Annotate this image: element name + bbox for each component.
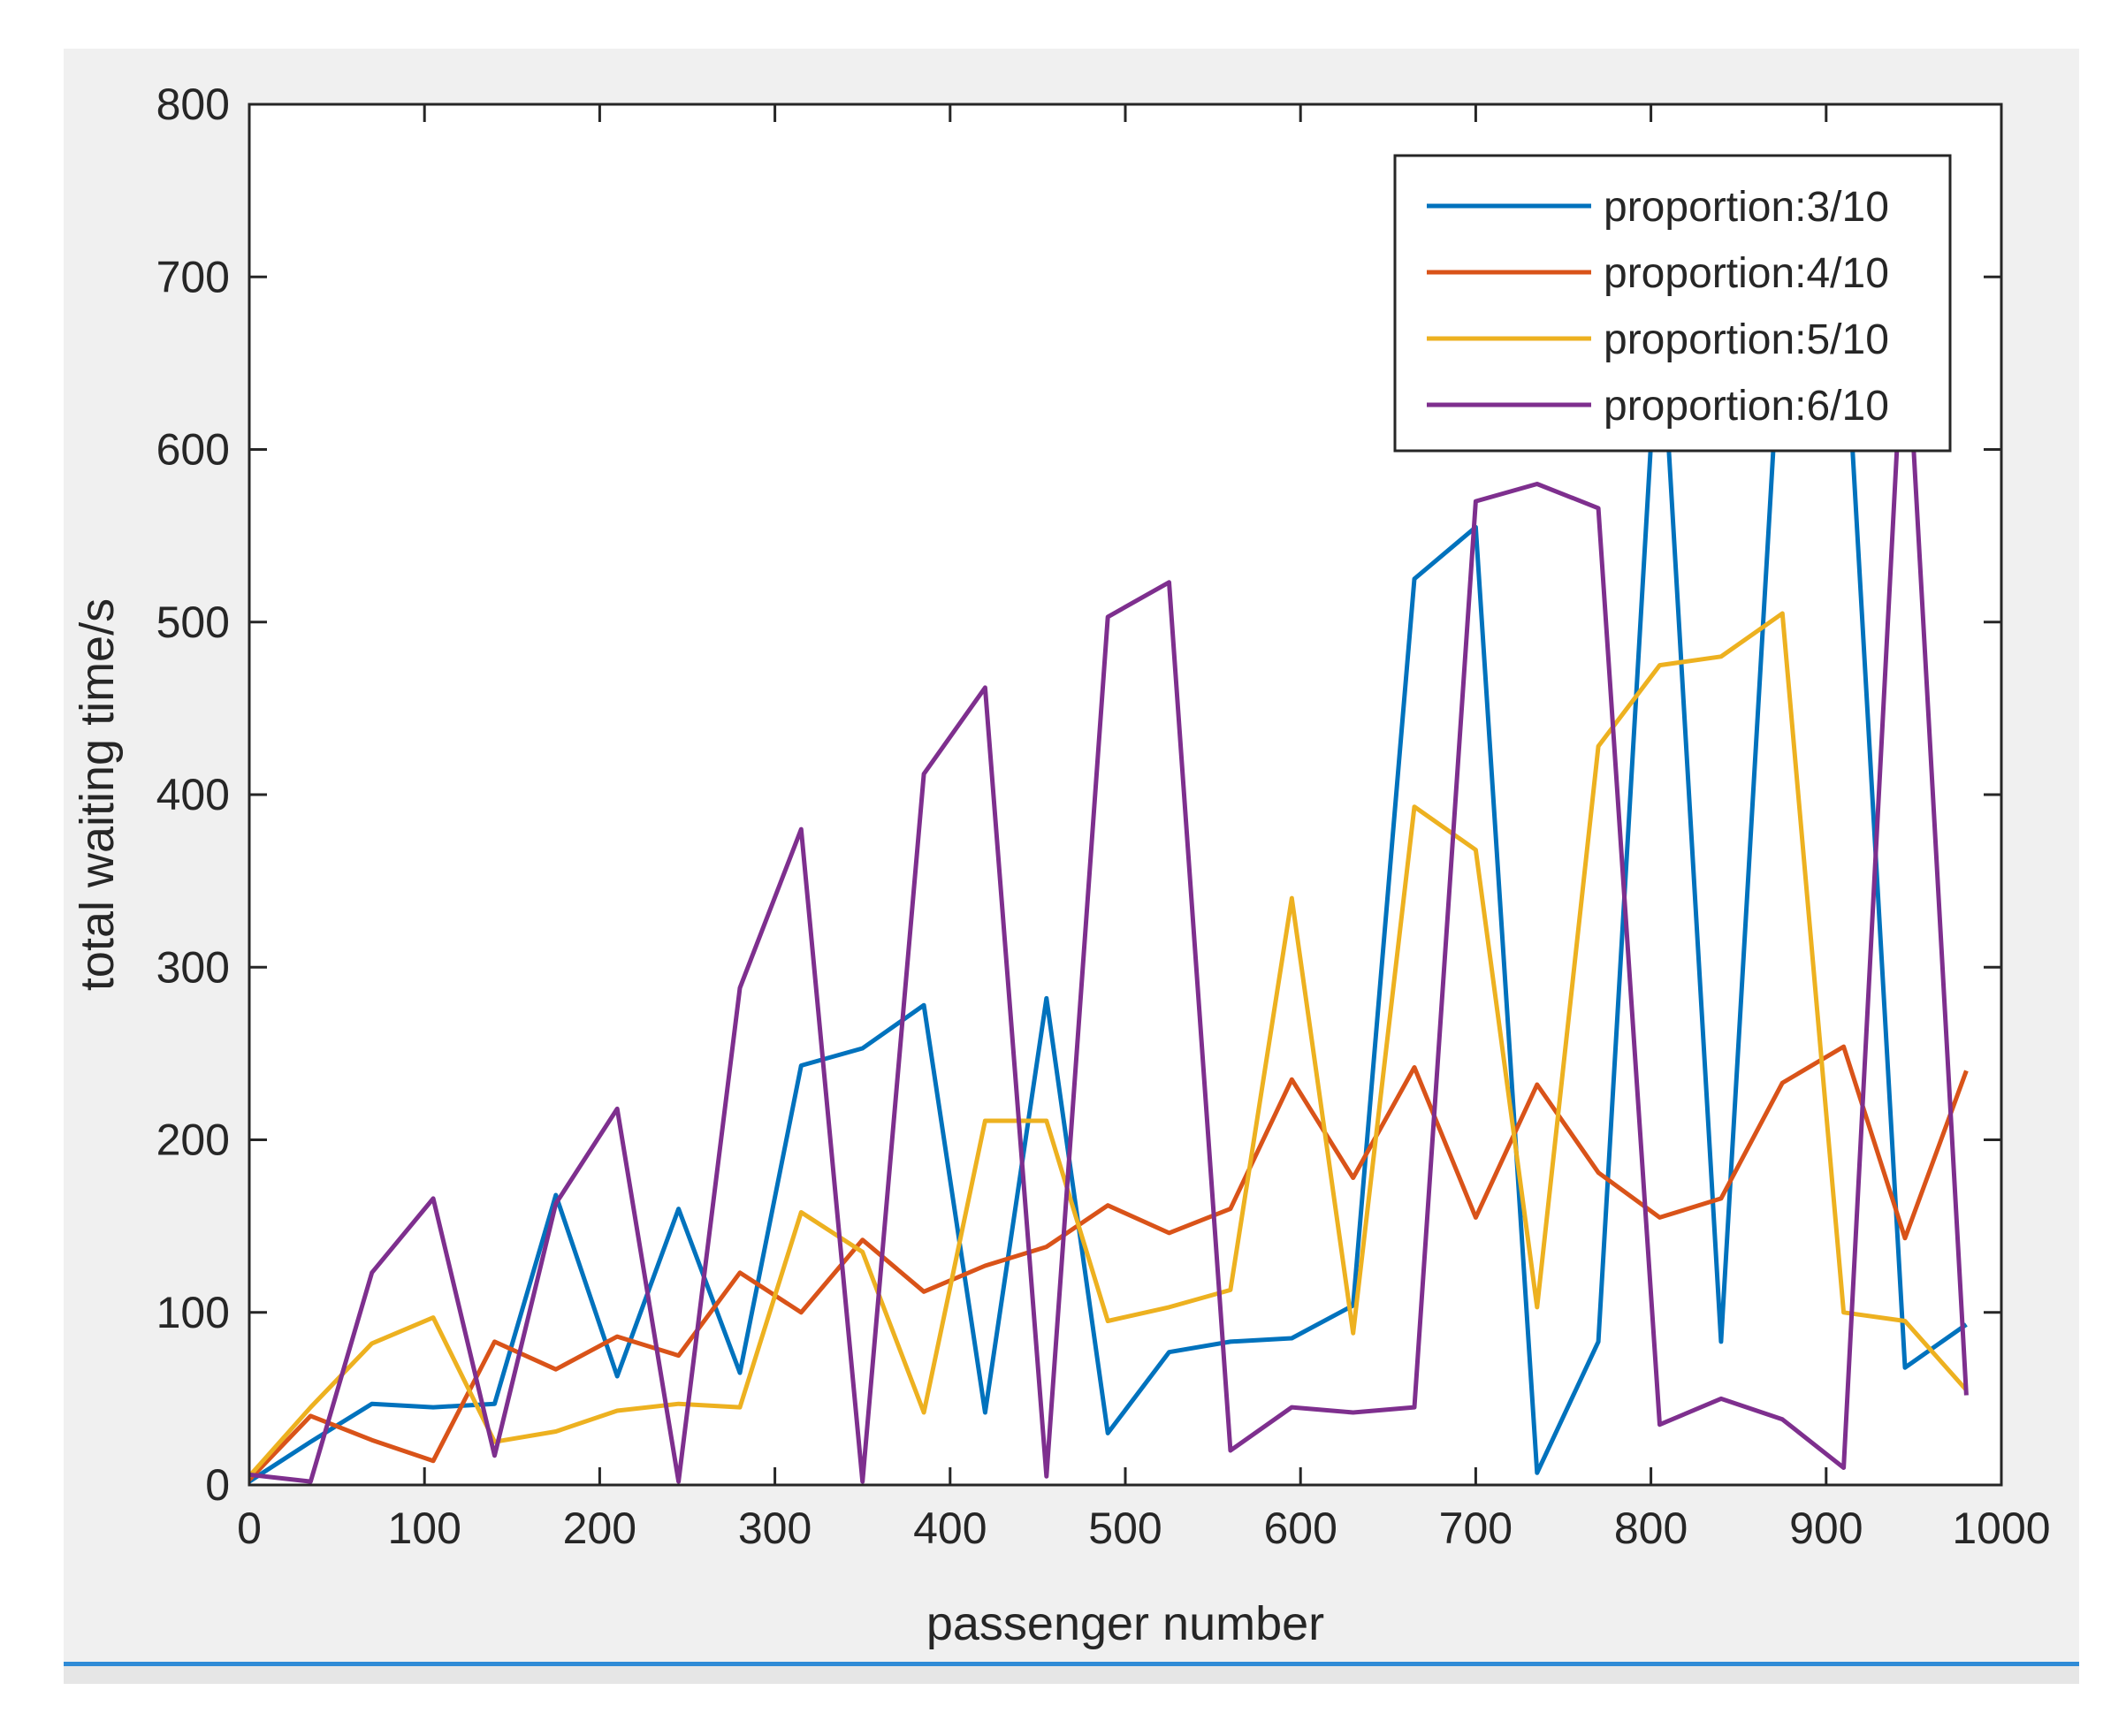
- legend: proportion:3/10 proportion:4/10 proportion…: [1393, 154, 1952, 453]
- y-tick-label: 500: [156, 598, 230, 647]
- x-tick-label: 200: [563, 1504, 636, 1553]
- window-divider: [64, 1662, 2079, 1666]
- x-tick-label: 600: [1263, 1504, 1337, 1553]
- x-tick-label: 0: [237, 1504, 262, 1553]
- legend-label-1: proportion:3/10: [1604, 184, 1889, 231]
- legend-label-2: proportion:4/10: [1604, 250, 1889, 297]
- y-tick-label: 600: [156, 425, 230, 475]
- x-tick-label: 900: [1789, 1504, 1863, 1553]
- y-tick-label: 700: [156, 252, 230, 301]
- x-tick-label: 100: [387, 1504, 461, 1553]
- series-line-2: [249, 1044, 1969, 1481]
- x-tick-label: 800: [1614, 1504, 1688, 1553]
- y-tick-label: 100: [156, 1288, 230, 1337]
- x-tick-label: 400: [913, 1504, 987, 1553]
- legend-label-4: proportion:6/10: [1604, 383, 1889, 430]
- y-tick-label: 800: [156, 80, 230, 129]
- series-layer: [249, 292, 1969, 1484]
- series-line-1: [249, 292, 1968, 1484]
- x-tick-label: 500: [1088, 1504, 1162, 1553]
- y-tick-label: 0: [205, 1460, 230, 1510]
- axis-ticks: 0 100 200 300 400 500 600 700 800 900 1000 0 100 200 3…: [156, 80, 2051, 1553]
- series-line-3: [249, 611, 1969, 1478]
- y-tick-label: 400: [156, 770, 230, 819]
- x-axis-label: passenger number: [926, 1597, 1324, 1650]
- y-tick-label: 300: [156, 942, 230, 992]
- y-axis-label: total waiting time/s: [71, 598, 124, 991]
- x-tick-label: 300: [738, 1504, 812, 1553]
- x-tick-label: 700: [1439, 1504, 1513, 1553]
- series-line-4: [249, 292, 1969, 1484]
- x-tick-label: 1000: [1952, 1504, 2050, 1553]
- y-tick-label: 200: [156, 1115, 230, 1165]
- window-footer: [64, 1666, 2079, 1684]
- legend-label-3: proportion:5/10: [1604, 316, 1889, 363]
